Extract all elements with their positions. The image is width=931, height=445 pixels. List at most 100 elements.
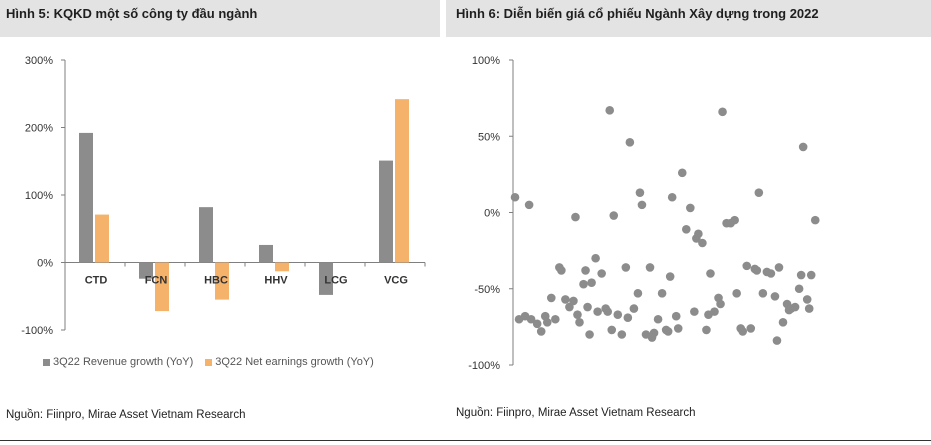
right-title-bar: Hình 6: Diễn biến giá cổ phiếu Ngành Xây…: [446, 0, 931, 37]
scatter-point: [645, 263, 655, 272]
x-category-label: HBC: [204, 275, 228, 287]
y-tick-label: 100%: [25, 190, 53, 202]
scatter-point: [649, 328, 659, 338]
scatter-point: [637, 200, 647, 210]
right-chart-panel: Hình 6: Diễn biến giá cổ phiếu Ngành Xây…: [446, 0, 931, 445]
bottom-divider: [0, 440, 931, 441]
scatter-point: [510, 192, 520, 202]
scatter-point: [686, 203, 695, 213]
scatter-point: [796, 270, 806, 280]
right-source-note: Nguồn: Fiinpro, Mirae Asset Vietnam Rese…: [456, 407, 696, 419]
left-chart-title: Hình 5: KQKD một số công ty đầu ngành: [6, 6, 258, 21]
scatter-point: [772, 336, 782, 345]
y-tick-label: -50%: [474, 284, 500, 296]
left-title-bar: Hình 5: KQKD một số công ty đầu ngành: [0, 0, 440, 37]
scatter-point: [581, 266, 590, 275]
y-tick-label: 200%: [25, 123, 53, 135]
scatter-point: [629, 304, 639, 313]
scatter-point: [573, 310, 582, 319]
scatter-point: [804, 304, 814, 313]
scatter-point: [542, 318, 552, 327]
left-source-note: Nguồn: Fiinpro, Mirae Asset Vietnam Rese…: [6, 409, 246, 421]
scatter-point: [790, 302, 800, 312]
bar-earnings: [155, 262, 169, 312]
scatter-point: [593, 307, 602, 316]
scatter-point: [617, 330, 627, 339]
scatter-point: [625, 138, 635, 147]
scatter-point: [667, 192, 677, 202]
scatter-point: [536, 327, 546, 336]
scatter-point: [698, 238, 707, 248]
left-chart-panel: Hình 5: KQKD một số công ty đầu ngành -1…: [0, 0, 440, 445]
scatter-point: [524, 200, 534, 210]
scatter-point: [571, 212, 580, 222]
bar-chart: -100% 0% 100% 200% 300% CTD FCN HBC HHV LCG VCG: [21, 55, 426, 337]
right-chart-title: Hình 6: Diễn biến giá cổ phiếu Ngành Xây…: [456, 6, 819, 21]
legend-label-revenue: 3Q22 Revenue growth (YoY): [53, 356, 194, 368]
bar-revenue: [139, 262, 153, 279]
scatter-point: [770, 292, 780, 301]
y-tick-label: -100%: [21, 325, 53, 337]
bar-earnings: [215, 262, 229, 300]
scatter-point: [794, 284, 804, 294]
x-category-label: FCN: [145, 275, 168, 287]
legend-swatch-revenue: [43, 358, 50, 366]
scatter-point: [746, 324, 756, 333]
scatter-point: [613, 310, 623, 319]
scatter-point: [585, 330, 594, 339]
scatter-point: [738, 327, 748, 336]
scatter-point: [633, 289, 643, 298]
scatter-point: [673, 324, 683, 333]
scatter-point: [671, 311, 681, 321]
scatter-point: [546, 293, 556, 303]
y-tick-label: -100%: [468, 360, 500, 372]
bar-earnings: [395, 99, 409, 263]
y-tick-label: 0%: [484, 208, 500, 220]
scatter-point: [742, 261, 752, 271]
scatter-point: [621, 263, 631, 272]
scatter-point: [551, 314, 560, 324]
scatter-point: [653, 314, 663, 324]
y-tick-label: 0%: [37, 258, 53, 270]
scatter-point: [706, 269, 715, 278]
scatter-point: [798, 142, 808, 152]
scatter-point: [663, 327, 673, 336]
x-category-label: VCG: [384, 275, 408, 287]
bar-earnings: [275, 262, 289, 272]
y-tick-label: 50%: [478, 131, 500, 143]
scatter-point: [774, 263, 784, 272]
scatter-point: [591, 253, 600, 263]
scatter-point: [752, 266, 762, 275]
scatter-point: [609, 211, 619, 220]
scatter-point: [605, 106, 615, 115]
scatter-chart: -100% -50% 0% 50% 100%: [468, 55, 820, 372]
scatter-point: [623, 313, 633, 323]
scatter-point: [565, 302, 574, 312]
scatter-point: [730, 215, 739, 225]
scatter-point: [732, 289, 741, 298]
scatter-point: [575, 318, 584, 327]
scatter-point: [702, 325, 711, 335]
bar-legend: 3Q22 Revenue growth (YoY) 3Q22 Net earni…: [43, 356, 386, 368]
scatter-point: [583, 302, 592, 312]
scatter-point: [603, 307, 613, 316]
scatter-point: [597, 269, 606, 278]
scatter-point: [766, 269, 776, 278]
scatter-point: [694, 229, 703, 239]
scatter-point: [810, 215, 820, 225]
scatter-point: [754, 188, 764, 197]
bar-revenue: [259, 244, 273, 263]
scatter-point: [587, 278, 596, 287]
scatter-point: [657, 289, 667, 298]
bar-earnings: [95, 214, 109, 263]
scatter-point: [681, 224, 691, 234]
legend-label-earnings: 3Q22 Net earnings growth (YoY): [215, 356, 374, 368]
bar-revenue: [199, 207, 213, 263]
scatter-point: [561, 295, 570, 304]
scatter-point: [778, 318, 788, 327]
x-category-label: CTD: [85, 275, 108, 287]
scatter-point: [690, 307, 699, 316]
legend-swatch-earnings: [205, 358, 213, 366]
scatter-point: [607, 325, 617, 335]
legend-item-revenue: 3Q22 Revenue growth (YoY): [43, 356, 193, 368]
